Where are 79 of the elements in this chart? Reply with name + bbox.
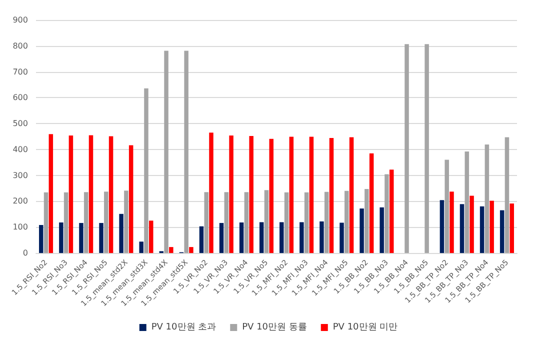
y-tick-label: 600 <box>12 93 28 102</box>
bar <box>360 208 364 253</box>
bar <box>48 134 54 253</box>
bar <box>344 190 349 253</box>
bar <box>148 220 154 253</box>
bar <box>84 192 88 253</box>
y-tick-label: 100 <box>12 222 28 232</box>
bar <box>324 192 329 253</box>
bar <box>450 192 454 253</box>
legend-label: PV 10만원 미만 <box>332 322 398 332</box>
bar <box>280 222 284 253</box>
bar <box>440 200 444 253</box>
bar <box>44 192 48 253</box>
bar <box>229 135 234 253</box>
y-tick-label: 900 <box>12 16 28 24</box>
bar <box>444 160 449 253</box>
bar <box>500 210 504 253</box>
bar <box>239 222 244 253</box>
bar <box>164 50 168 253</box>
bar <box>284 192 289 253</box>
bar <box>199 226 204 253</box>
bar <box>59 222 64 253</box>
bar <box>204 192 208 253</box>
y-tick-label: 400 <box>12 144 28 154</box>
bar <box>64 192 68 253</box>
bar <box>108 136 114 253</box>
bar <box>68 135 74 253</box>
bar <box>184 50 188 253</box>
bar <box>104 192 108 253</box>
y-tick-label: 200 <box>12 196 28 206</box>
bar <box>119 214 124 253</box>
bar <box>304 192 309 253</box>
y-tick-label: 800 <box>12 41 28 50</box>
bar <box>169 247 174 253</box>
bar <box>139 242 144 253</box>
legend-label: PV 10만원 초과 <box>151 322 216 332</box>
bar <box>249 136 254 253</box>
bar <box>504 137 510 253</box>
bar <box>369 153 374 253</box>
bar <box>470 196 474 253</box>
bar <box>259 222 264 253</box>
bar <box>480 206 484 253</box>
bar <box>484 144 490 253</box>
bar <box>340 222 344 253</box>
bar <box>464 152 470 253</box>
bar <box>79 222 84 253</box>
bar <box>289 136 294 253</box>
bar <box>88 135 94 253</box>
bar <box>39 225 44 253</box>
y-tick-label: 300 <box>12 170 28 180</box>
bar <box>320 221 324 253</box>
bar <box>300 222 304 253</box>
bar <box>349 137 354 253</box>
bar <box>244 192 249 253</box>
bar <box>510 204 514 253</box>
bar <box>389 170 394 253</box>
bar <box>404 44 409 253</box>
bar <box>490 200 494 253</box>
y-tick-label: 500 <box>12 119 28 128</box>
bar <box>144 88 148 253</box>
bar <box>99 222 104 253</box>
bar <box>424 44 429 253</box>
bar <box>264 190 269 253</box>
legend-label: PV 10만원 동률 <box>242 322 307 332</box>
bar <box>219 222 224 253</box>
bar <box>384 174 389 253</box>
bar <box>380 207 384 253</box>
bar <box>364 189 369 253</box>
bar <box>269 138 274 253</box>
bar <box>309 136 314 253</box>
bar <box>209 132 214 253</box>
y-tick-label: 0 <box>22 248 28 258</box>
y-tick-label: 700 <box>12 67 28 76</box>
bar <box>329 138 334 253</box>
bar <box>128 145 134 253</box>
bar <box>189 247 194 253</box>
bar <box>124 190 128 253</box>
bar <box>460 204 464 253</box>
bar <box>224 192 229 253</box>
